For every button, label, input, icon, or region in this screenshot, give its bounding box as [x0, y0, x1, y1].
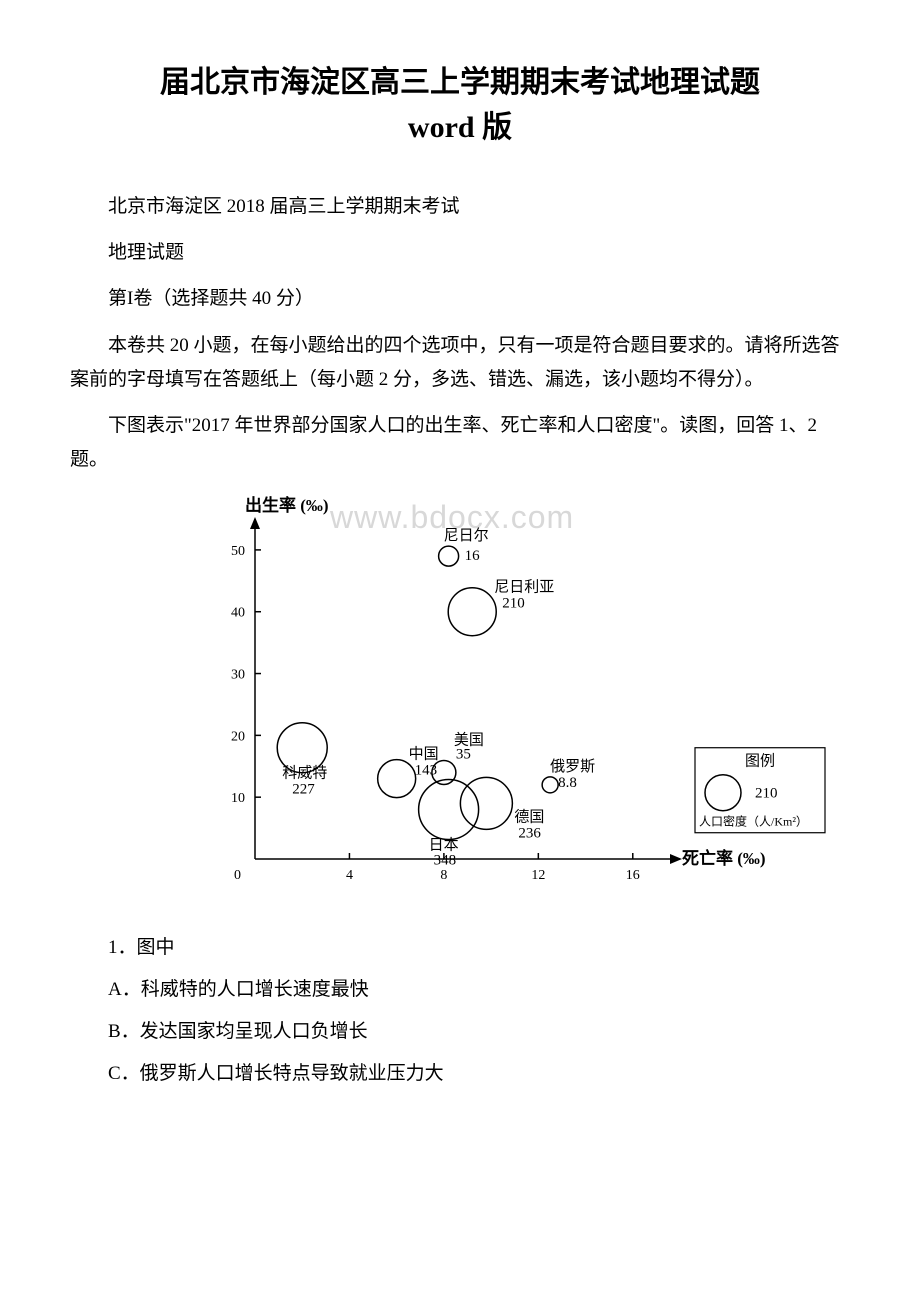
svg-text:12: 12: [531, 868, 545, 883]
question-1-option-a: A．科威特的人口增长速度最快: [70, 971, 850, 1009]
svg-text:0: 0: [234, 868, 241, 883]
svg-text:4: 4: [346, 868, 353, 883]
svg-text:俄罗斯: 俄罗斯: [550, 758, 595, 775]
svg-text:210: 210: [502, 596, 525, 612]
document-title: 届北京市海淀区高三上学期期末考试地理试题 word 版: [70, 60, 850, 150]
svg-text:人口密度（人/Km²）: 人口密度（人/Km²）: [699, 814, 808, 829]
svg-text:50: 50: [231, 544, 245, 559]
svg-text:科威特: 科威特: [282, 765, 327, 782]
svg-text:出生率 (‰): 出生率 (‰): [245, 495, 329, 515]
question-1-option-b: B．发达国家均呈现人口负增长: [70, 1013, 850, 1051]
svg-text:227: 227: [292, 782, 315, 798]
section-heading: 第I卷（选择题共 40 分）: [70, 282, 850, 316]
question-1-stem: 1．图中: [70, 929, 850, 967]
svg-text:16: 16: [626, 868, 640, 883]
title-line-1: 届北京市海淀区高三上学期期末考试地理试题: [160, 66, 760, 99]
svg-text:30: 30: [231, 668, 245, 683]
svg-text:尼日利亚: 尼日利亚: [494, 579, 554, 596]
svg-text:348: 348: [434, 853, 457, 869]
svg-text:德国: 德国: [514, 808, 544, 826]
exam-source: 北京市海淀区 2018 届高三上学期期末考试: [70, 190, 850, 224]
svg-text:16: 16: [465, 548, 481, 564]
bubble-chart: www.bdocx.com 01020304050481216出生率 (‰)死亡…: [190, 489, 830, 909]
svg-text:210: 210: [755, 786, 778, 802]
figure-caption: 下图表示"2017 年世界部分国家人口的出生率、死亡率和人口密度"。读图，回答 …: [70, 409, 850, 477]
chart-svg: 0 10 20 30 40 50 4 8 12 16 出生率 (‰) 死亡率 (‰) 尼日尔 16 尼日利亚…: [190, 489, 830, 909]
svg-text:10: 10: [231, 791, 245, 806]
svg-text:尼日尔: 尼日尔: [444, 527, 489, 544]
svg-text:40: 40: [231, 606, 245, 621]
svg-text:20: 20: [231, 730, 245, 745]
svg-text:8.8: 8.8: [558, 775, 577, 791]
svg-text:图例: 图例: [745, 753, 775, 770]
exam-subject: 地理试题: [70, 236, 850, 270]
svg-text:中国: 中国: [409, 746, 439, 763]
question-1-option-c: C．俄罗斯人口增长特点导致就业压力大: [70, 1055, 850, 1093]
svg-text:日本: 日本: [429, 837, 459, 854]
svg-text:35: 35: [456, 747, 471, 763]
svg-text:死亡率 (‰): 死亡率 (‰): [682, 848, 766, 868]
svg-text:236: 236: [518, 826, 541, 842]
instructions: 本卷共 20 小题，在每小题给出的四个选项中，只有一项是符合题目要求的。请将所选…: [70, 329, 850, 397]
svg-text:8: 8: [440, 868, 447, 883]
title-line-2: word 版: [408, 111, 512, 144]
